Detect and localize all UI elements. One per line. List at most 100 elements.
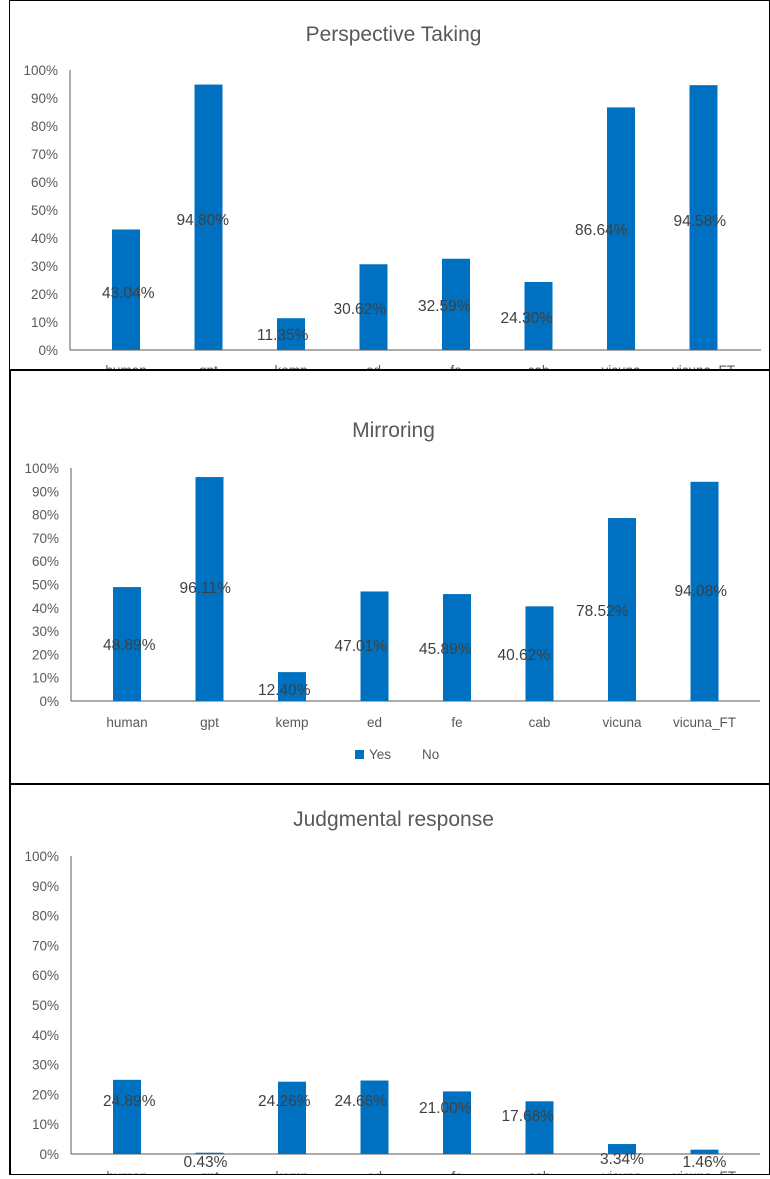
x-tick-label: ed [366, 363, 381, 369]
bar [195, 1152, 224, 1154]
x-tick-label: vicuna [602, 1169, 642, 1174]
chart-title: Mirroring [352, 419, 435, 442]
data-label: 30.62% [334, 301, 387, 318]
bar [525, 606, 554, 701]
data-label: 94.58% [674, 213, 727, 230]
x-tick-label: cab [529, 1169, 551, 1174]
bar [443, 1091, 471, 1154]
bar [278, 672, 306, 701]
y-tick-label: 60% [31, 175, 58, 190]
legend-label-no: No [422, 747, 439, 762]
x-tick-label: vicuna_FT [672, 363, 735, 369]
y-tick-label: 50% [31, 203, 58, 218]
x-tick-label: gpt [199, 363, 218, 369]
x-tick-label: human [106, 1169, 147, 1174]
x-tick-label: ed [367, 1169, 382, 1174]
x-tick-label: vicuna [602, 715, 642, 730]
x-tick-label: cab [528, 363, 550, 369]
y-tick-label: 90% [32, 879, 59, 894]
bar [690, 481, 719, 701]
y-tick-label: 90% [31, 91, 58, 106]
y-tick-label: 0% [39, 694, 59, 709]
data-label: 48.89% [103, 637, 156, 654]
data-label: 12.40% [258, 682, 311, 699]
x-tick-label: cab [529, 715, 551, 730]
x-tick-label: vicuna_FT [673, 715, 736, 730]
chart-title: Perspective Taking [306, 23, 482, 46]
y-tick-label: 20% [32, 1087, 59, 1102]
bar [195, 477, 224, 701]
y-tick-label: 50% [32, 998, 59, 1013]
chart-mirroring: Mirroring 0% 10% 20% 30% 40% 50% 60% 70% 80% 90% 10… [9, 370, 770, 784]
data-label: 17.68% [502, 1108, 555, 1125]
bar [360, 1080, 389, 1154]
bar [277, 318, 305, 350]
x-tick-label: kemp [275, 715, 308, 730]
data-label: 96.11% [180, 580, 232, 597]
data-label: 86.64% [575, 222, 628, 239]
bar [608, 1144, 636, 1154]
bar [525, 1101, 554, 1154]
y-tick-label: 70% [32, 531, 59, 546]
y-tick-label: 30% [32, 1058, 59, 1073]
y-tick-label: 80% [32, 508, 59, 523]
x-tick-label: fe [451, 715, 462, 730]
bar [608, 518, 636, 701]
data-label: 78.52% [576, 603, 629, 620]
bar [443, 594, 471, 701]
data-label: 3.34% [600, 1151, 644, 1168]
y-tick-label: 100% [24, 461, 59, 476]
x-tick-label: human [106, 715, 147, 730]
data-label: 24.26% [258, 1093, 311, 1110]
data-label: 47.01% [335, 638, 388, 655]
data-label: 94.80% [177, 212, 230, 229]
legend-label-yes: Yes [369, 747, 391, 762]
y-tick-label: 40% [32, 601, 59, 616]
y-tick-label: 10% [32, 1117, 59, 1132]
data-label: 1.46% [683, 1154, 727, 1171]
y-tick-label: 70% [32, 938, 59, 953]
bar [524, 281, 553, 350]
bar [113, 587, 141, 701]
y-tick-label: 70% [31, 147, 58, 162]
chart-svg: Perspective Taking 0% 10% 20% 30% 40% 50% 60% 70… [23, 23, 761, 378]
chart-title: Judgmental response [293, 808, 494, 831]
bar [442, 258, 470, 350]
bar [194, 84, 223, 350]
y-tick-label: 80% [32, 909, 59, 924]
y-tick-label: 30% [32, 624, 59, 639]
legend-swatch-yes [355, 750, 364, 759]
data-label: 40.62% [498, 647, 551, 664]
y-tick-label: 60% [32, 554, 59, 569]
y-tick-label: 100% [23, 63, 58, 78]
x-tick-label: fe [450, 363, 461, 369]
data-label: 24.66% [335, 1093, 388, 1110]
x-tick-label: ed [367, 715, 382, 730]
data-label: 21.00% [419, 1100, 472, 1117]
y-tick-label: 90% [32, 484, 59, 499]
data-label: 24.30% [501, 310, 554, 327]
y-tick-label: 100% [24, 849, 59, 864]
x-tick-label: vicuna [601, 363, 641, 369]
bar [690, 1149, 719, 1154]
x-tick-label: human [105, 363, 146, 369]
x-tick-label: kemp [274, 363, 307, 369]
y-tick-label: 10% [32, 671, 59, 686]
data-label: 94.08% [675, 583, 728, 600]
bar [607, 107, 635, 351]
chart-perspective-taking: Perspective Taking 0% 10% 20% 30% 40% 50% 60% 70… [9, 0, 770, 378]
y-tick-label: 10% [31, 315, 58, 330]
y-tick-label: 40% [32, 1028, 59, 1043]
data-label: 45.89% [419, 641, 472, 658]
data-label: 0.43% [184, 1154, 228, 1171]
data-label: 11.35% [257, 327, 309, 344]
y-tick-label: 0% [38, 343, 58, 358]
bar [112, 229, 140, 350]
y-tick-label: 40% [31, 231, 58, 246]
bar [113, 1079, 141, 1154]
x-tick-label: kemp [275, 1169, 308, 1174]
chart-svg: Mirroring 0% 10% 20% 30% 40% 50% 60% 70% 80% 90% 10… [24, 419, 760, 762]
y-tick-label: 60% [32, 968, 59, 983]
data-label: 24.89% [103, 1093, 156, 1110]
x-tick-label: fe [451, 1169, 462, 1174]
